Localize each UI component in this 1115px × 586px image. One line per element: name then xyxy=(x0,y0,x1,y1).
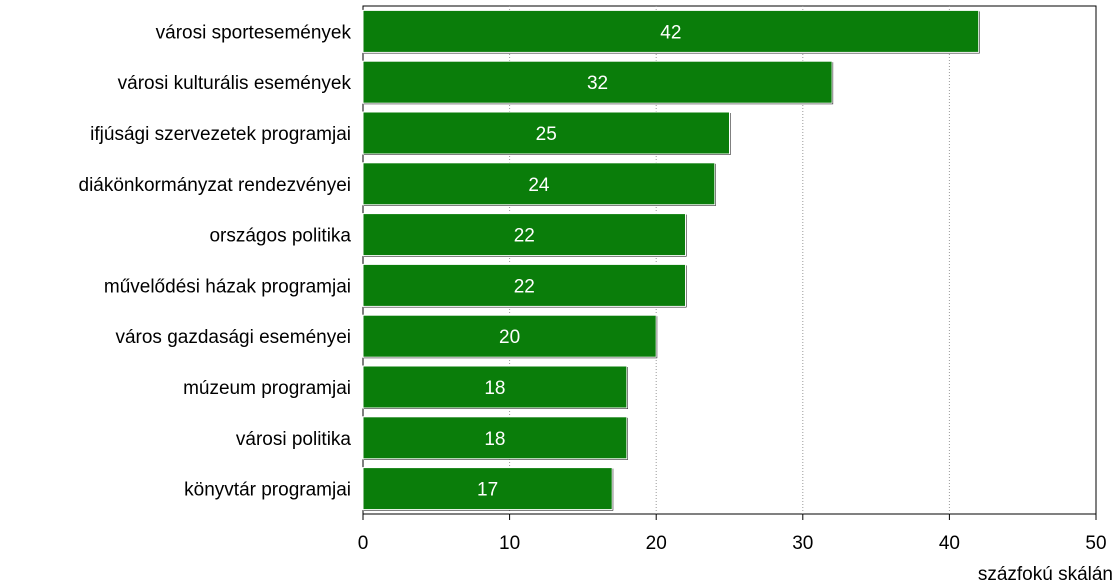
data-label: 20 xyxy=(499,327,520,348)
x-tick-label: 50 xyxy=(1085,533,1106,554)
data-label: 22 xyxy=(514,226,535,247)
data-label: 42 xyxy=(660,22,681,43)
data-label: 22 xyxy=(514,276,535,297)
unit-label: százfokú skálán xyxy=(978,564,1113,585)
plot-frame xyxy=(362,5,1097,515)
x-tick-label: 40 xyxy=(939,533,960,554)
data-label: 32 xyxy=(587,73,608,94)
x-tick-label: 30 xyxy=(792,533,813,554)
bar xyxy=(362,416,628,460)
x-tick-label: 10 xyxy=(499,533,520,554)
bar xyxy=(362,365,628,409)
category-label: múzeum programjai xyxy=(183,378,351,399)
data-label: 18 xyxy=(484,429,505,450)
bar xyxy=(362,60,833,104)
bar xyxy=(362,213,687,257)
bar xyxy=(362,162,716,206)
x-tick-label: 20 xyxy=(646,533,667,554)
bar xyxy=(362,9,980,53)
category-label: országos politika xyxy=(209,226,351,247)
bar xyxy=(362,467,613,511)
bar xyxy=(362,111,730,155)
category-label: művelődési házak programjai xyxy=(104,276,351,297)
category-label: könyvtár programjai xyxy=(184,480,351,501)
category-label: város gazdasági eseményei xyxy=(115,327,351,348)
x-tick-label: 0 xyxy=(358,533,369,554)
category-label: városi sportesemények xyxy=(156,22,352,43)
category-label: városi kulturális események xyxy=(118,73,352,94)
bar xyxy=(362,314,657,358)
category-label: ifjúsági szervezetek programjai xyxy=(90,124,351,145)
data-label: 24 xyxy=(528,175,550,196)
data-label: 25 xyxy=(536,124,557,145)
data-label: 17 xyxy=(477,480,498,501)
data-label: 18 xyxy=(484,378,505,399)
category-label: diákönkormányzat rendezvényei xyxy=(79,175,352,196)
bar xyxy=(362,263,687,307)
category-label: városi politika xyxy=(236,429,352,450)
